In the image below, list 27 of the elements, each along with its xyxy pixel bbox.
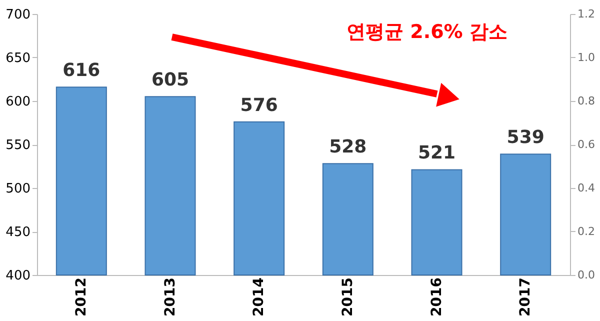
data-label: 576 [240, 94, 278, 116]
data-label: 528 [329, 136, 367, 158]
x-tick-label: 2015 [340, 278, 356, 316]
data-label: 605 [151, 70, 190, 91]
y-tick-label: 700 [6, 8, 30, 22]
y2-tick-label: 0.6 [578, 138, 595, 151]
data-label: 521 [418, 142, 456, 164]
y-tick-label: 400 [6, 268, 30, 284]
y2-tick-label: 0.0 [578, 268, 595, 282]
x-tick-label: 2012 [73, 278, 90, 316]
y-tick-label: 650 [6, 51, 30, 66]
y2-tick-label: 0.8 [578, 94, 595, 108]
data-label: 616 [62, 60, 100, 82]
y-tick-label: 500 [6, 182, 30, 196]
annotation: 연평균 2.6% 감소 [346, 21, 508, 43]
y-tick-label: 600 [6, 94, 30, 110]
x-tick-label: 2017 [518, 278, 534, 316]
y2-tick-label: 0.2 [578, 225, 595, 238]
x-tick-label: 2014 [251, 277, 268, 316]
x-tick-label: 2016 [428, 278, 445, 316]
data-label: 539 [506, 127, 544, 148]
y2-tick-label: 0.4 [578, 182, 595, 194]
y-tick-label: 550 [6, 138, 30, 153]
x-tick-label: 2013 [162, 278, 178, 316]
y2-tick-label: 1.0 [578, 51, 595, 64]
y-tick-label: 450 [6, 225, 30, 240]
y2-tick-label: 1.2 [578, 8, 595, 20]
